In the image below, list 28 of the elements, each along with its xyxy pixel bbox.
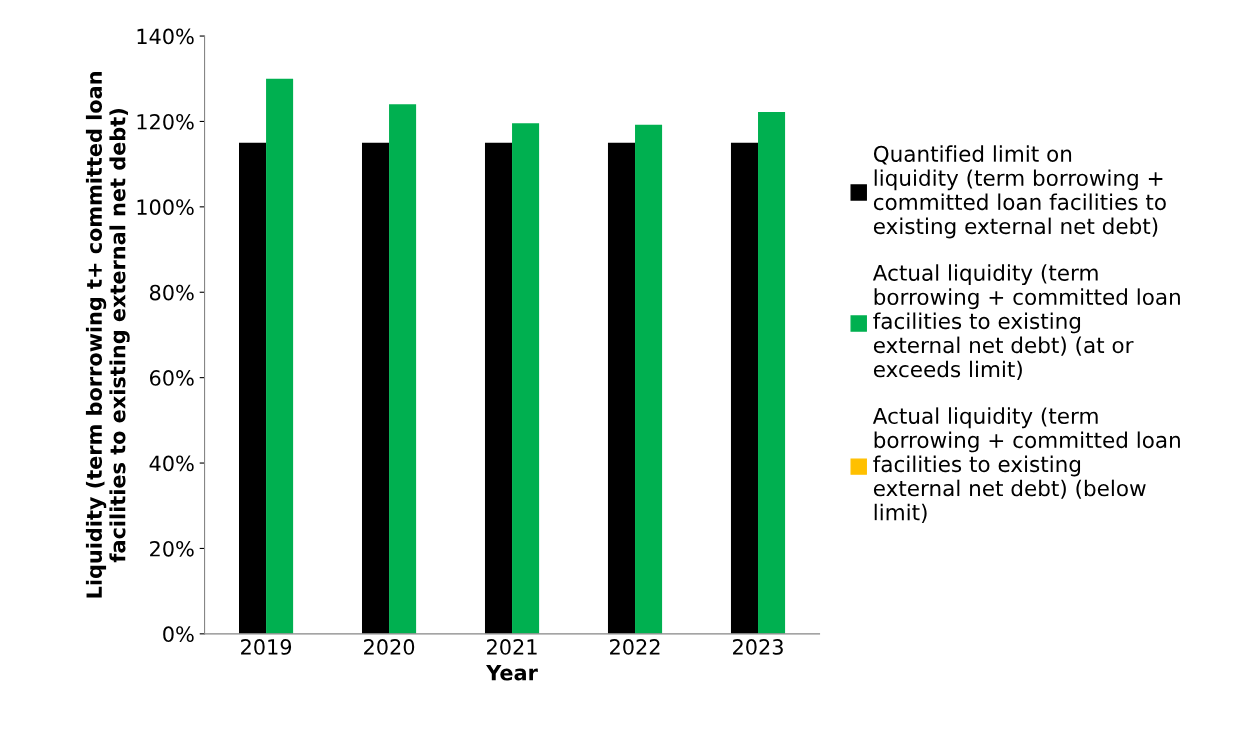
bar — [758, 112, 786, 634]
y-tick-label: 100% — [137, 199, 194, 216]
y-tick-label: 0% — [163, 626, 194, 643]
x-tick-label: 2020 — [364, 639, 415, 655]
x-tick-label: 2022 — [610, 639, 660, 655]
y-tick-label: 140% — [137, 28, 194, 45]
x-tick-label: 2023 — [733, 639, 783, 655]
x-axis-title: Year — [486, 665, 538, 681]
bar — [484, 142, 513, 634]
x-tick-label: 2021 — [487, 639, 537, 655]
bar — [389, 104, 417, 634]
bar — [239, 142, 267, 634]
legend-label: Actual liquidity (term borrowing + committed loan facilities to existing external net debt) (below limit) — [872, 407, 1180, 523]
bar — [607, 142, 636, 634]
y-tick-label: 40% — [149, 455, 194, 472]
y-tick-label: 60% — [149, 370, 194, 386]
bar — [635, 124, 663, 634]
bar — [730, 142, 759, 634]
y-tick-label: 20% — [150, 540, 194, 557]
y-axis-title: Liquidity (term borrowing t+ committed loan facilities to existing external net debt) — [85, 72, 130, 598]
x-tick-label: 2019 — [241, 639, 292, 655]
y-tick-label: 120% — [137, 113, 194, 130]
legend-label: Actual liquidity (term borrowing + committed loan facilities to existing external net debt) (at or exceeds limit) — [872, 264, 1180, 380]
bar — [266, 78, 294, 634]
legend-label: Quantified limit on liquidity (term borrowing + committed loan facilities to existing external net debt) — [873, 145, 1166, 239]
bar — [361, 142, 390, 634]
y-tick-label: 80% — [149, 284, 194, 301]
bar — [512, 123, 540, 634]
